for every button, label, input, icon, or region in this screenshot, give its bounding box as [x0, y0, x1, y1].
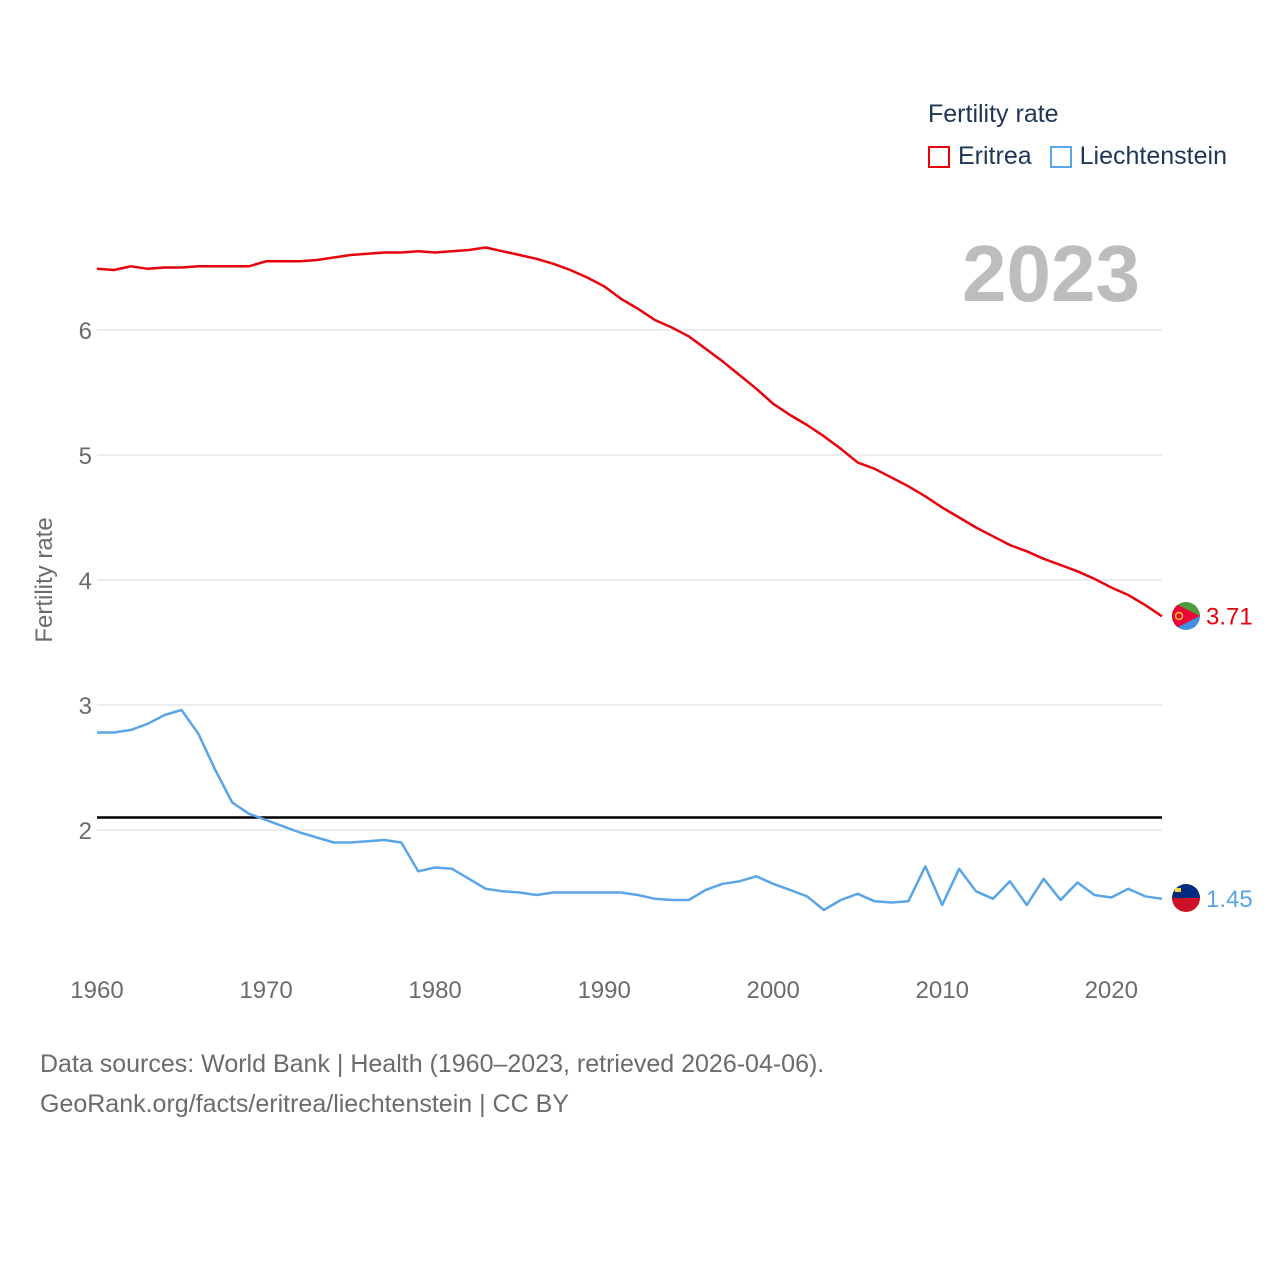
y-tick-label: 2	[79, 818, 92, 845]
liechtenstein-flag-icon	[1172, 884, 1200, 912]
legend-item-liechtenstein[interactable]: Liechtenstein	[1049, 142, 1227, 171]
legend-item-eritrea[interactable]: Eritrea	[928, 142, 1032, 171]
legend-label-eritrea: Eritrea	[958, 142, 1032, 170]
x-tick-label: 1960	[70, 977, 123, 1004]
series-end-labels: 3.71 1.45	[1206, 603, 1253, 913]
x-tick-label: 1980	[408, 977, 461, 1004]
y-tick-label: 3	[79, 693, 92, 720]
data-source: Data sources: World Bank | Health (1960–…	[40, 1044, 824, 1124]
year-label: 2023	[962, 229, 1140, 318]
eritrea-flag-icon	[1172, 602, 1200, 630]
series-line-eritrea	[96, 246, 1163, 618]
source-line-2: GeoRank.org/facts/eritrea/liechtenstein …	[40, 1090, 569, 1118]
x-tick-label: 2010	[916, 977, 969, 1004]
x-tick-labels: 1960 1970 1980 1990 2000 2010 2020	[70, 977, 1138, 1004]
y-axis-title: Fertility rate	[31, 517, 58, 642]
y-tick-label: 6	[79, 318, 92, 345]
y-tick-labels: 2 3 4 5 6	[79, 318, 92, 845]
end-value-label-eritrea: 3.71	[1206, 603, 1253, 630]
x-tick-label: 1970	[239, 977, 292, 1004]
y-tick-label: 5	[79, 443, 92, 470]
legend-label-liechtenstein: Liechtenstein	[1079, 142, 1227, 170]
grid-lines	[97, 329, 1162, 831]
legend: Eritrea Liechtenstein	[928, 142, 1245, 171]
source-line-1: Data sources: World Bank | Health (1960–…	[40, 1050, 825, 1078]
series-lines	[96, 246, 1163, 912]
x-tick-label: 1990	[577, 977, 630, 1004]
legend-swatch-eritrea	[928, 145, 950, 168]
x-tick-label: 2000	[746, 977, 799, 1004]
y-tick-label: 4	[79, 568, 92, 595]
x-tick-label: 2020	[1085, 977, 1138, 1004]
legend-swatch-liechtenstein	[1049, 145, 1072, 168]
series-line-liechtenstein	[97, 708, 1163, 912]
end-value-label-liechtenstein: 1.45	[1206, 886, 1253, 913]
legend-title: Fertility rate	[928, 100, 1059, 128]
